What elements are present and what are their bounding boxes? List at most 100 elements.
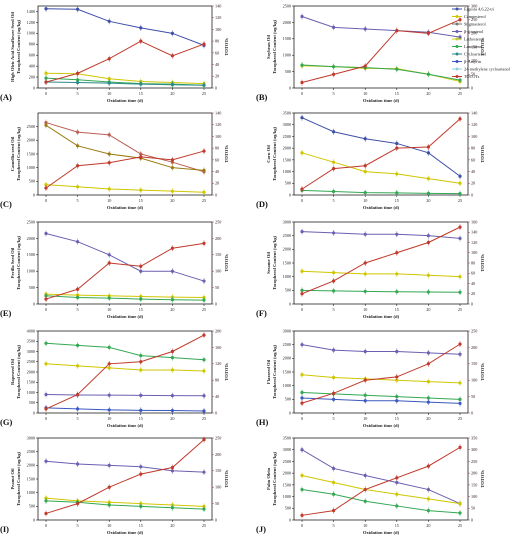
series-point [300,151,304,155]
series-point [395,290,399,294]
series-line [301,474,461,505]
series-point [395,191,399,195]
series-line [301,344,461,355]
plot-frame [37,112,213,196]
x-tick-label: 10 [363,307,367,312]
series-line [45,124,205,171]
totots-line [45,439,205,514]
y2-tick-label: 160 [471,219,477,224]
legend-marker [455,30,459,33]
series-point [426,379,430,384]
series-point [44,294,48,298]
y2-tick-label: 50 [471,72,475,77]
y-tick-label: 2000 [283,20,291,25]
y2-tick-label: 250 [215,435,221,440]
series-point [395,480,399,485]
series-point [395,399,399,403]
totots-point [170,246,174,250]
y2-tick-label: 150 [215,468,221,473]
y-tick-label: 2500 [283,342,291,347]
x-tick-label: 15 [139,91,143,96]
y2-axis-label: TOTOTs [224,470,229,488]
series-point [300,373,304,377]
series-line [45,72,205,85]
totots-point [202,42,206,46]
series-line [301,189,461,195]
series-point [332,289,336,293]
y2-tick-label: 200 [215,236,221,241]
x-tick-label: 10 [363,91,367,96]
x-tick-label: 25 [458,523,462,528]
totots-point [139,360,143,364]
x-axis-label: Oxidation time (d) [363,423,400,428]
x-tick-label: 10 [363,416,367,421]
x-tick-label: 0 [301,91,303,96]
legend-label: Ergosta 4,6,22-tri [464,7,495,13]
totots-point [395,251,399,255]
y2-axis-label: TOTOTs [480,145,485,163]
y2-axis-label: TOTOTs [480,363,485,381]
x-tick-label: 10 [363,523,367,528]
y2-tick-label: 150 [471,361,477,366]
series-point [76,7,80,11]
y-tick-label: 3000 [27,435,35,440]
y2-tick-label: 100 [215,485,221,490]
x-tick-label: 5 [77,198,79,203]
series-point [395,141,399,146]
plot-frame [37,221,213,305]
y-tick-label: 1000 [27,490,35,495]
y-tick-label: 3000 [283,328,291,333]
series-point [426,234,430,238]
totots-point [426,240,430,245]
y2-tick-label: 120 [215,122,221,127]
x-tick-label: 15 [395,91,399,96]
y-tick-label: 2500 [283,134,291,139]
series-point [458,181,462,185]
series-line [45,295,205,301]
y-tick-label: 500 [29,504,35,509]
series-point [458,511,462,515]
y-tick-label: 1000 [27,31,35,36]
series-point [426,509,430,513]
series-point [300,343,304,347]
series-point [300,229,304,234]
legend-marker [455,15,459,18]
legend-label: Lathosterol [464,37,484,42]
series-point [139,82,143,86]
series-point [426,400,430,404]
series-point [332,375,336,380]
x-tick-label: 5 [77,416,79,421]
totots-line [45,242,205,300]
x-tick-label: 25 [202,523,206,528]
legend-label: TOTOTs [464,74,480,79]
x-axis-label: Oxidation time (d) [363,98,400,103]
series-line [45,293,205,298]
totots-point [300,401,304,405]
y-tick-label: 500 [285,288,291,293]
y2-tick-label: 50 [215,285,219,290]
y2-tick-label: 200 [471,31,477,36]
y2-tick-label: 250 [215,219,221,224]
totots-point [44,186,48,190]
legend-marker [455,67,459,71]
y-tick-label: 0 [33,192,35,197]
series-point [44,7,48,11]
y-tick-label: 500 [29,400,35,405]
series-point [332,270,336,275]
y-tick-label: 1400 [27,9,35,14]
panel-label: (A) [0,92,12,102]
y-tick-label: 1500 [283,36,291,41]
totots-point [458,117,462,121]
x-tick-label: 20 [170,91,174,96]
y2-tick-label: 100 [215,269,221,274]
series-point [363,272,367,276]
y-tick-label: 2000 [27,463,35,468]
y-tick-label: 500 [285,181,291,186]
y-tick-label: 0 [33,301,35,306]
panel-a: 0200400600800100012001400020406080100120… [0,3,229,103]
y-tick-label: 1500 [283,260,291,265]
y-tick-label: 1000 [27,165,35,170]
x-tick-label: 5 [333,307,335,312]
y-tick-label: 2500 [27,449,35,454]
y2-tick-label: 0 [471,517,473,522]
